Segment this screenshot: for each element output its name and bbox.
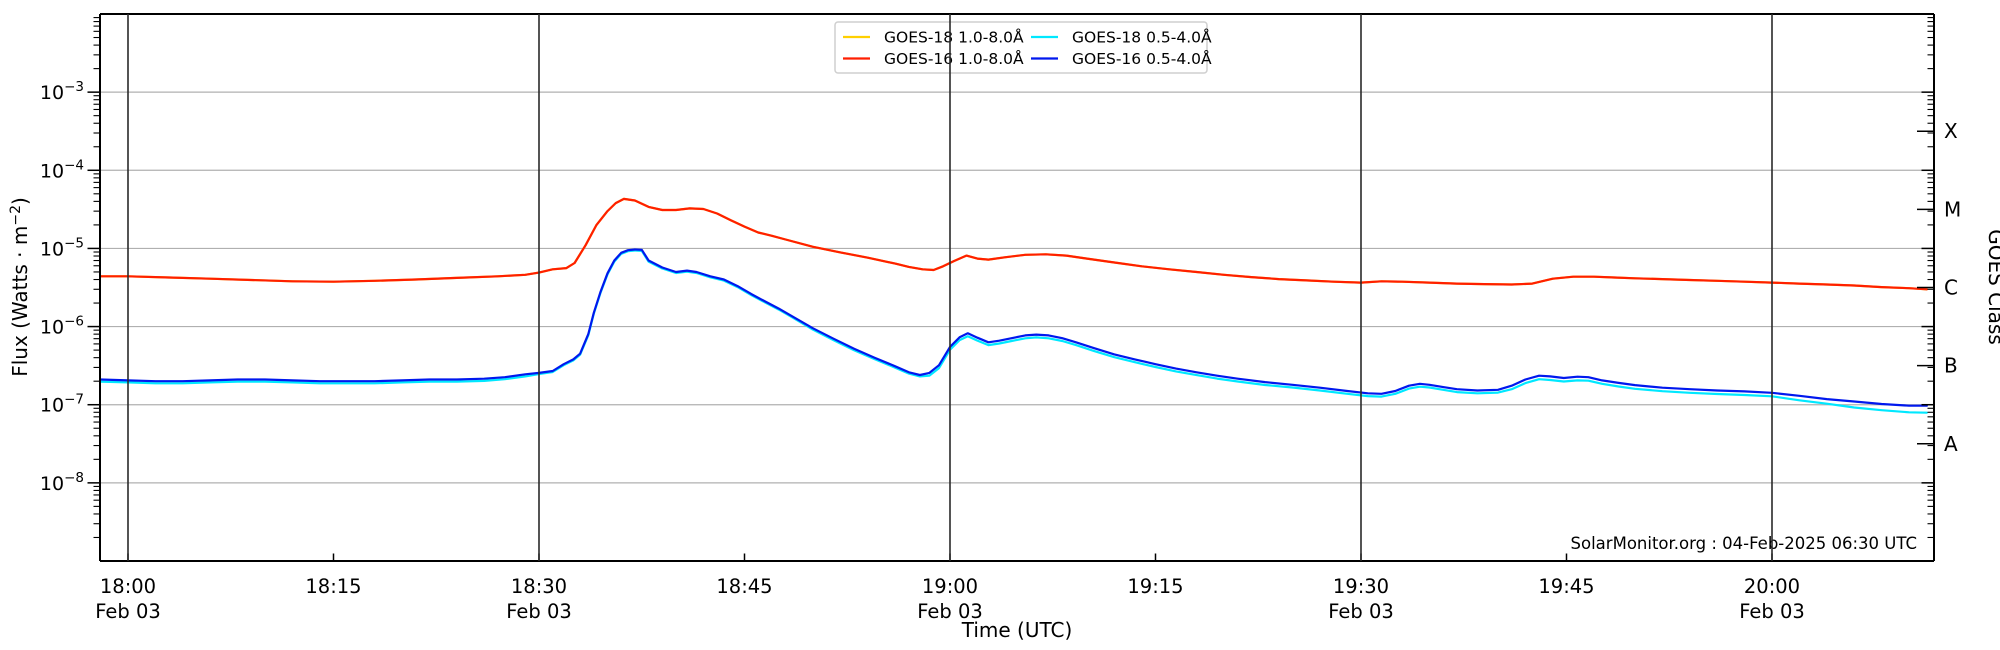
x-tick-label-18:00: 18:00 [100, 575, 156, 598]
y-tick-label-1e-7: 10−7 [40, 392, 84, 417]
goes-class-label-A: A [1944, 432, 1958, 456]
x-tick-label-19:15: 19:15 [1127, 575, 1183, 598]
x-tick-label-18:45: 18:45 [716, 575, 772, 598]
y-tick-label-1e-8: 10−8 [40, 470, 84, 495]
vertical-gridlines [127, 14, 1773, 561]
x-axis-title: Time (UTC) [961, 618, 1073, 642]
flux-curves [99, 197, 1928, 414]
x-tick-date-label: Feb 03 [917, 600, 983, 623]
right-axis-title: GOES Class [1984, 229, 2000, 345]
x-tick-label-19:45: 19:45 [1538, 575, 1594, 598]
goes-class-label-C: C [1944, 276, 1958, 300]
y-tick-label-1e-4: 10−4 [40, 157, 84, 182]
legend-label-goes-16-short: GOES-16 0.5-4.0Å [1072, 49, 1212, 68]
series-line-goes-18-long [99, 197, 1928, 291]
y-axis-title: Flux (Watts · m−2) [8, 197, 32, 377]
legend-label-goes-16-long: GOES-16 1.0-8.0Å [884, 49, 1024, 68]
x-tick-date-label: Feb 03 [95, 600, 161, 623]
plot-border [99, 13, 1935, 562]
legend-label-goes-18-long: GOES-18 1.0-8.0Å [884, 28, 1024, 47]
legend-box [834, 21, 1208, 74]
x-tick-date-label: Feb 03 [1739, 600, 1805, 623]
x-tick-label-19:00: 19:00 [922, 575, 978, 598]
x-tick-label-19:30: 19:30 [1333, 575, 1389, 598]
y-tick-label-1e-6: 10−6 [40, 314, 84, 339]
goes-class-label-X: X [1944, 119, 1958, 143]
y-tick-label-1e-3: 10−3 [40, 79, 84, 104]
horizontal-gridlines [100, 91, 1934, 484]
series-line-goes-16-short [99, 248, 1928, 407]
y-tick-label-1e-5: 10−5 [40, 235, 84, 260]
x-tick-label-18:15: 18:15 [305, 575, 361, 598]
goes-class-label-M: M [1944, 197, 1961, 221]
x-tick-date-label: Feb 03 [1328, 600, 1394, 623]
x-tick-label-20:00: 20:00 [1744, 575, 1800, 598]
series-line-goes-16-long [99, 197, 1928, 291]
axis-ticks [87, 17, 1934, 561]
legend: GOES-18 1.0-8.0Å GOES-16 1.0-8.0Å GOES-18 … [834, 21, 1212, 74]
source-annotation: SolarMonitor.org : 04-Feb-2025 06:30 UTC [1571, 534, 1917, 553]
x-tick-date-label: Feb 03 [506, 600, 572, 623]
legend-label-goes-18-short: GOES-18 0.5-4.0Å [1072, 28, 1212, 47]
series-line-goes-18-short [99, 249, 1928, 414]
x-tick-label-18:30: 18:30 [511, 575, 567, 598]
goes-class-label-B: B [1944, 354, 1958, 378]
